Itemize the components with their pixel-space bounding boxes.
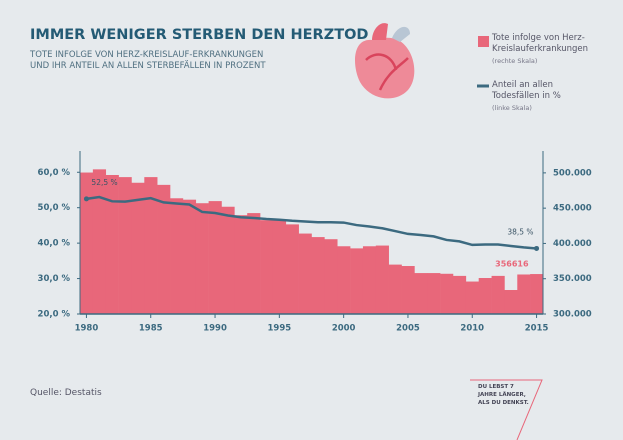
bar: [440, 273, 454, 314]
bar: [272, 220, 287, 314]
bar: [375, 245, 389, 314]
bar: [234, 215, 248, 314]
bar: [208, 201, 222, 314]
x-tick-label: 1980: [75, 324, 99, 334]
x-tick-label: 1985: [139, 324, 163, 334]
bar: [260, 220, 274, 314]
bar: [414, 273, 428, 314]
bar: [118, 177, 132, 314]
bar: [285, 224, 299, 314]
x-tick-label: 2000: [332, 324, 356, 334]
y2-tick-label: 450.000: [553, 204, 592, 214]
tagline: JAHRE LÄNGER,: [478, 392, 526, 398]
chart-title: IMMER WENIGER STERBEN DEN HERZTOD: [30, 27, 369, 43]
y-tick-label: 50,0 %: [38, 203, 71, 213]
bar: [80, 172, 94, 314]
bar: [530, 274, 544, 314]
bar: [491, 275, 505, 314]
bar: [388, 264, 402, 314]
y2-tick-label: 500.000: [553, 168, 592, 178]
legend-note: (linke Skala): [492, 104, 532, 112]
tagline-frame: [470, 379, 543, 440]
bar: [195, 203, 209, 314]
y2-tick-label: 300.000: [553, 310, 592, 320]
y-tick-label: 40,0 %: [38, 239, 71, 249]
bar: [401, 266, 415, 314]
bar: [517, 274, 531, 314]
y-tick-label: 30,0 %: [38, 274, 71, 284]
bar: [465, 281, 479, 314]
bar: [298, 233, 312, 314]
source: Quelle: Destatis: [30, 388, 102, 398]
bar: [144, 177, 158, 314]
point: [83, 196, 89, 202]
y2-tick-label: 350.000: [553, 274, 592, 284]
y2-tick-label: 400.000: [553, 239, 592, 249]
bar: [452, 275, 467, 314]
bar: [221, 206, 235, 314]
heart-illustration: [355, 23, 415, 99]
point: [534, 245, 540, 251]
bar: [504, 290, 518, 314]
bar: [247, 213, 261, 314]
tagline: DU LEBST 7: [478, 384, 514, 390]
bar: [311, 237, 325, 314]
bar: [182, 199, 197, 314]
x-tick-label: 2010: [460, 324, 484, 334]
bar: [324, 239, 338, 314]
y-tick-label: 60,0 %: [38, 168, 71, 178]
subtitle: UND IHR ANTEIL AN ALLEN STERBEFÄLLEN IN …: [30, 61, 266, 71]
x-tick-label: 2015: [525, 324, 549, 334]
legend-entry: Tote infolge von Herz-Kreislauferkrankun…: [492, 33, 589, 54]
bar: [105, 174, 119, 314]
line: [86, 195, 537, 250]
legend-note: (rechte Skala): [492, 57, 538, 65]
bar: [131, 182, 145, 314]
data-label: 52,5 %: [91, 178, 117, 187]
bar: [170, 198, 184, 314]
legend-entry: Anteil an allen Todesfällen in %: [492, 80, 561, 101]
legend-swatch-bars: [478, 36, 489, 47]
y-tick-label: 20,0 %: [38, 310, 71, 320]
subtitle: TOTE INFOLGE VON HERZ-KREISLAUF-ERKRANKU…: [30, 50, 264, 60]
bar: [350, 248, 364, 314]
bar: [92, 169, 107, 314]
x-tick-label: 1995: [268, 324, 292, 334]
bar: [427, 273, 441, 314]
x-tick-label: 2005: [396, 324, 420, 334]
data-label: 356616: [495, 260, 529, 269]
x-tick-label: 1990: [203, 324, 227, 334]
bar: [157, 184, 171, 314]
bar: [478, 278, 492, 314]
bar: [337, 246, 351, 314]
bar: [362, 246, 377, 314]
tagline: ALS DU DENKST.: [478, 400, 529, 406]
data-label: 38,5 %: [507, 227, 533, 236]
